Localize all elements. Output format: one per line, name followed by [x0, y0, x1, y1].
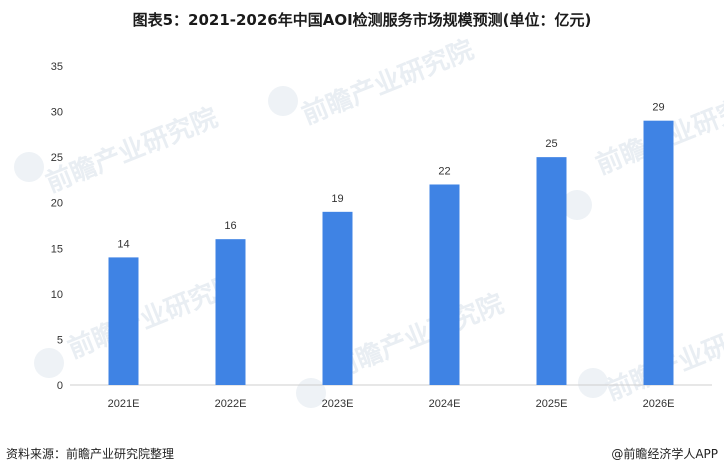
y-tick-label: 5 [57, 334, 63, 346]
bar [322, 211, 353, 385]
y-tick-label: 0 [57, 380, 63, 392]
credit-note: @前瞻经济学人APP [611, 447, 718, 461]
bar [429, 184, 460, 385]
bar [215, 239, 246, 385]
bar [643, 120, 674, 385]
x-tick-label: 2025E [536, 398, 568, 410]
x-tick-label: 2023E [322, 398, 354, 410]
data-label: 19 [331, 193, 343, 205]
bar [108, 257, 139, 385]
bar-chart: 0 5 10 15 20 25 30 35 14 2021E 16 2022E 19 2023E 22 202… [51, 61, 712, 410]
x-tick-label: 2021E [108, 398, 140, 410]
y-tick-label: 15 [51, 243, 63, 255]
chart-title: 图表5：2021-2026年中国AOI检测服务市场规模预测(单位：亿元) [132, 11, 592, 29]
y-tick-label: 10 [51, 289, 63, 301]
y-tick-label: 20 [51, 198, 63, 210]
data-label: 14 [117, 238, 129, 250]
y-tick-label: 30 [51, 107, 63, 119]
y-tick-label: 25 [51, 152, 63, 164]
data-label: 29 [652, 102, 664, 114]
x-tick-label: 2022E [215, 398, 247, 410]
data-label: 25 [545, 138, 557, 150]
data-label: 22 [438, 165, 450, 177]
x-tick-label: 2026E [643, 398, 675, 410]
bar [536, 157, 567, 385]
y-tick-label: 35 [51, 61, 63, 73]
x-tick-label: 2024E [429, 398, 461, 410]
data-label: 16 [224, 220, 236, 232]
source-note: 资料来源：前瞻产业研究院整理 [6, 447, 175, 461]
